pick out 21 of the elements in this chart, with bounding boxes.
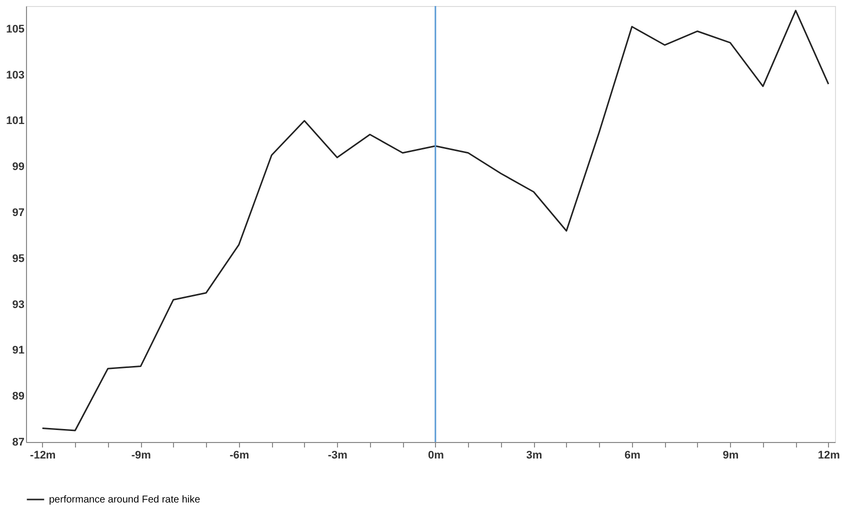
x-tick-label: -3m [328, 450, 348, 462]
y-tick-label: 87 [12, 436, 24, 448]
y-tick-label: 99 [12, 161, 24, 174]
y-tick-label: 101 [6, 115, 24, 128]
x-tick-label: -6m [230, 450, 250, 462]
x-tick-label: 12m [818, 450, 840, 462]
x-tick-label: -12m [30, 450, 56, 462]
x-tick-label: -9m [131, 450, 152, 462]
x-tick-label: 6m [624, 450, 641, 462]
y-tick-label: 91 [12, 344, 24, 357]
y-tick-label: 89 [12, 390, 24, 403]
y-tick-label: 93 [12, 298, 24, 311]
x-tick-label: 9m [722, 450, 739, 462]
y-tick-label: 95 [12, 252, 24, 265]
legend-label: performance around Fed rate hike [49, 494, 201, 506]
y-tick-label: 103 [6, 69, 24, 82]
x-tick-label: 0m [428, 450, 444, 462]
x-tick-label: 3m [526, 450, 542, 462]
y-tick-label: 97 [12, 207, 24, 220]
line-series [42, 10, 830, 432]
y-tick-label: 105 [6, 23, 24, 36]
